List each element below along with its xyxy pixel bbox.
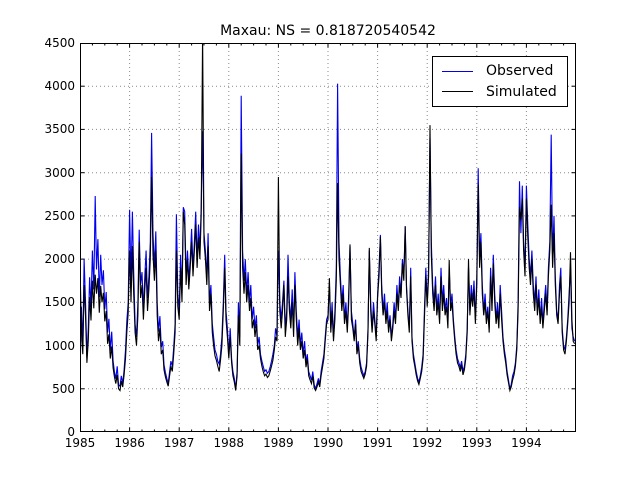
chart-title: Maxau: NS = 0.818720540542 <box>220 23 436 39</box>
plot-area <box>80 43 576 432</box>
y-tick-label: 0 <box>67 425 75 439</box>
y-tick-label: 2500 <box>44 208 75 223</box>
x-tick-label: 1987 <box>163 436 195 450</box>
y-tick-label: 500 <box>52 381 75 396</box>
legend-item-simulated: Simulated <box>442 84 558 100</box>
legend-item-observed: Observed <box>442 63 558 79</box>
y-tick-label: 2000 <box>44 252 75 267</box>
observed-line-swatch <box>442 70 473 72</box>
x-tick-label: 1989 <box>263 436 294 450</box>
x-tick-label: 1992 <box>411 436 443 450</box>
x-tick-label: 1991 <box>362 436 393 450</box>
x-tick-label: 1993 <box>461 436 493 450</box>
x-tick-label: 1986 <box>114 436 145 450</box>
y-tick-label: 3000 <box>44 165 75 180</box>
y-tick-label: 4500 <box>44 36 75 50</box>
y-tick-label: 1500 <box>44 295 75 310</box>
x-tick-label: 1988 <box>213 436 245 450</box>
legend-label-observed: Observed <box>486 63 554 80</box>
x-tick-label: 1985 <box>64 436 96 450</box>
x-tick-label: 1994 <box>511 436 542 450</box>
x-tick-label: 1990 <box>312 436 344 450</box>
y-tick-label: 3500 <box>44 122 75 137</box>
legend-label-simulated: Simulated <box>486 83 557 100</box>
y-tick-label: 1000 <box>44 338 75 353</box>
y-tick-label: 4000 <box>44 79 75 94</box>
legend: Observed Simulated <box>432 56 568 107</box>
simulated-line-swatch <box>442 91 473 93</box>
